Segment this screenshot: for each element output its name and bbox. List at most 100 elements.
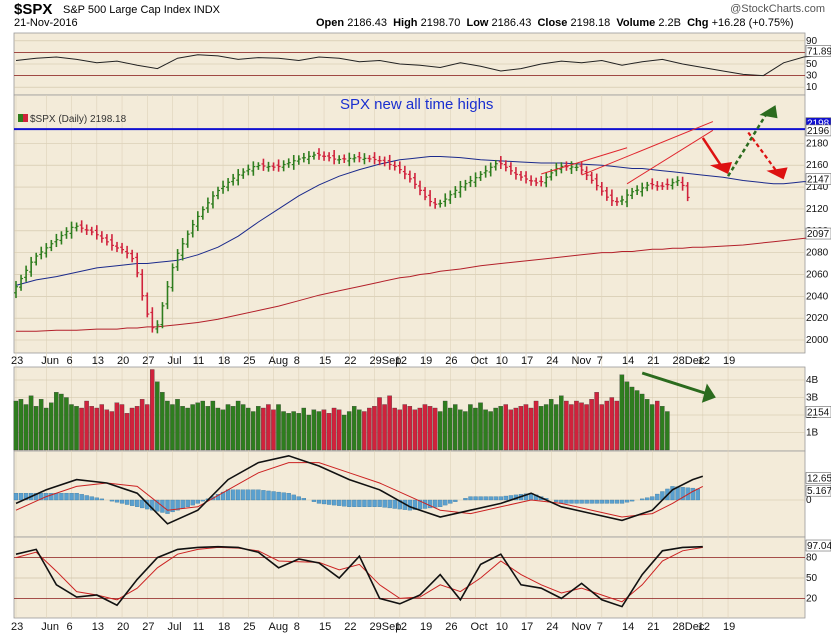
date-tick-label-bottom: 10 (496, 621, 508, 633)
watermark[interactable]: @StockCharts.com (730, 3, 825, 15)
volume-bar (33, 406, 39, 451)
price-series (14, 121, 831, 334)
volume-bar (609, 397, 615, 451)
volume-bar (427, 406, 433, 451)
macd-histogram-bar (614, 499, 620, 504)
volume-bar (291, 411, 296, 451)
volume-bar (468, 404, 473, 451)
macd-histogram-bar (680, 487, 685, 501)
volume-bar (69, 404, 74, 451)
date-tick-label-bottom: 27 (142, 621, 154, 633)
macd-histogram-bar (594, 499, 599, 504)
date-tick-label-bottom: 28Dec (673, 621, 705, 633)
volume-bar (64, 397, 69, 451)
volume-arrow-head-icon (701, 383, 716, 403)
volume-bar (331, 407, 337, 451)
volume-bar (326, 413, 332, 451)
macd-histogram-bar (493, 496, 498, 501)
macd-histogram-bar (624, 499, 630, 503)
volume-bar (351, 406, 357, 451)
date-tick-label-bottom: 26 (445, 621, 457, 633)
volume-bar (139, 399, 145, 451)
volume-bar (452, 404, 458, 451)
volume-bar (513, 407, 519, 451)
volume-bars (13, 369, 716, 451)
macd-histogram-bar (690, 487, 695, 501)
macd-histogram-bar (397, 499, 402, 510)
macd-histogram-bar (574, 499, 579, 504)
volume-bar (402, 404, 407, 451)
volume-value: 2.2B (658, 17, 681, 29)
macd-histogram-bar (362, 499, 367, 507)
date-tick-label: Jul (168, 355, 182, 367)
macd-histogram-bar (261, 490, 266, 501)
volume-bar (543, 404, 549, 451)
volume-bar (458, 409, 463, 451)
volume-bar (74, 406, 79, 451)
volume-bar (301, 407, 306, 451)
date-tick-label-bottom: Nov (572, 621, 592, 633)
volume-bar (589, 399, 594, 451)
price-value-box (805, 227, 831, 240)
ohlc-readout: Open 2186.43 High 2198.70 Low 2186.43 Cl… (316, 17, 794, 29)
date-tick-label: Jun (41, 355, 59, 367)
volume-bar (114, 402, 120, 451)
chg-value: +16.28 (+0.75%) (711, 17, 794, 29)
volume-bar (13, 400, 19, 451)
macd-histogram-bar (468, 496, 473, 501)
date-tick-label-bottom: 15 (319, 621, 331, 633)
volume-bar (341, 414, 347, 451)
volume-bar (367, 407, 372, 451)
red-arrow-projection-head-icon (766, 167, 788, 180)
volume-bar (660, 406, 665, 451)
volume-bar (266, 404, 271, 451)
volume-bar (447, 407, 453, 451)
rsi-series (14, 52, 831, 77)
date-tick-label: Oct (471, 355, 488, 367)
date-tick-label: 12 (395, 355, 407, 367)
macd-histogram-bar (347, 499, 352, 507)
green-arrow-up-head-icon (759, 105, 778, 119)
macd-histogram-bar (215, 494, 221, 501)
date-tick-label: 27 (142, 355, 154, 367)
volume-bar (250, 411, 256, 451)
volume-bar (483, 409, 488, 451)
date-tick-label-bottom: 18 (218, 621, 230, 633)
volume-bar (321, 409, 327, 451)
trend-channel-upper (581, 121, 714, 176)
price-tick-label: 2080 (806, 248, 829, 259)
chart-date: 21-Nov-2016 (14, 17, 78, 29)
volume-bar (518, 406, 524, 451)
macd-histogram-bar (377, 499, 382, 507)
date-tick-label-bottom: 19 (723, 621, 735, 633)
volume-bar (84, 400, 89, 451)
macd-histogram-bar (155, 499, 160, 512)
volume-bar (28, 395, 34, 451)
high-label: High (393, 17, 418, 29)
macd-histogram-bar (311, 499, 317, 502)
macd-histogram-bar (523, 493, 529, 501)
volume-bar (170, 404, 175, 451)
date-tick-label: 28Dec (673, 355, 705, 367)
date-tick-label-bottom: 25 (243, 621, 255, 633)
macd-value-box (805, 472, 831, 484)
volume-bar (569, 404, 574, 451)
date-tick-label: 29Sep (370, 355, 402, 367)
index-name-text: S&P 500 Large Cap Index (63, 4, 191, 16)
volume-bar (210, 400, 216, 451)
macd-histogram-bar (119, 499, 125, 504)
date-tick-label-bottom: Jul (168, 621, 182, 633)
macd-histogram-bar (99, 498, 104, 501)
macd-histogram-bar (291, 494, 296, 501)
macd-histogram-bar (342, 499, 347, 507)
close-label: Close (537, 17, 568, 29)
price-tick-label: 2180 (806, 138, 829, 149)
volume-bar (271, 409, 276, 451)
rsi-tick-label: 50 (806, 59, 818, 70)
close-value: 2198.18 (570, 17, 611, 29)
date-tick-label: 24 (546, 355, 558, 367)
macd-signal-line (15, 462, 704, 518)
volume-bar (437, 411, 443, 451)
macd-histogram-bar (357, 499, 362, 507)
axis-labels: 103050709071.892000202020402060208021002… (11, 36, 831, 633)
